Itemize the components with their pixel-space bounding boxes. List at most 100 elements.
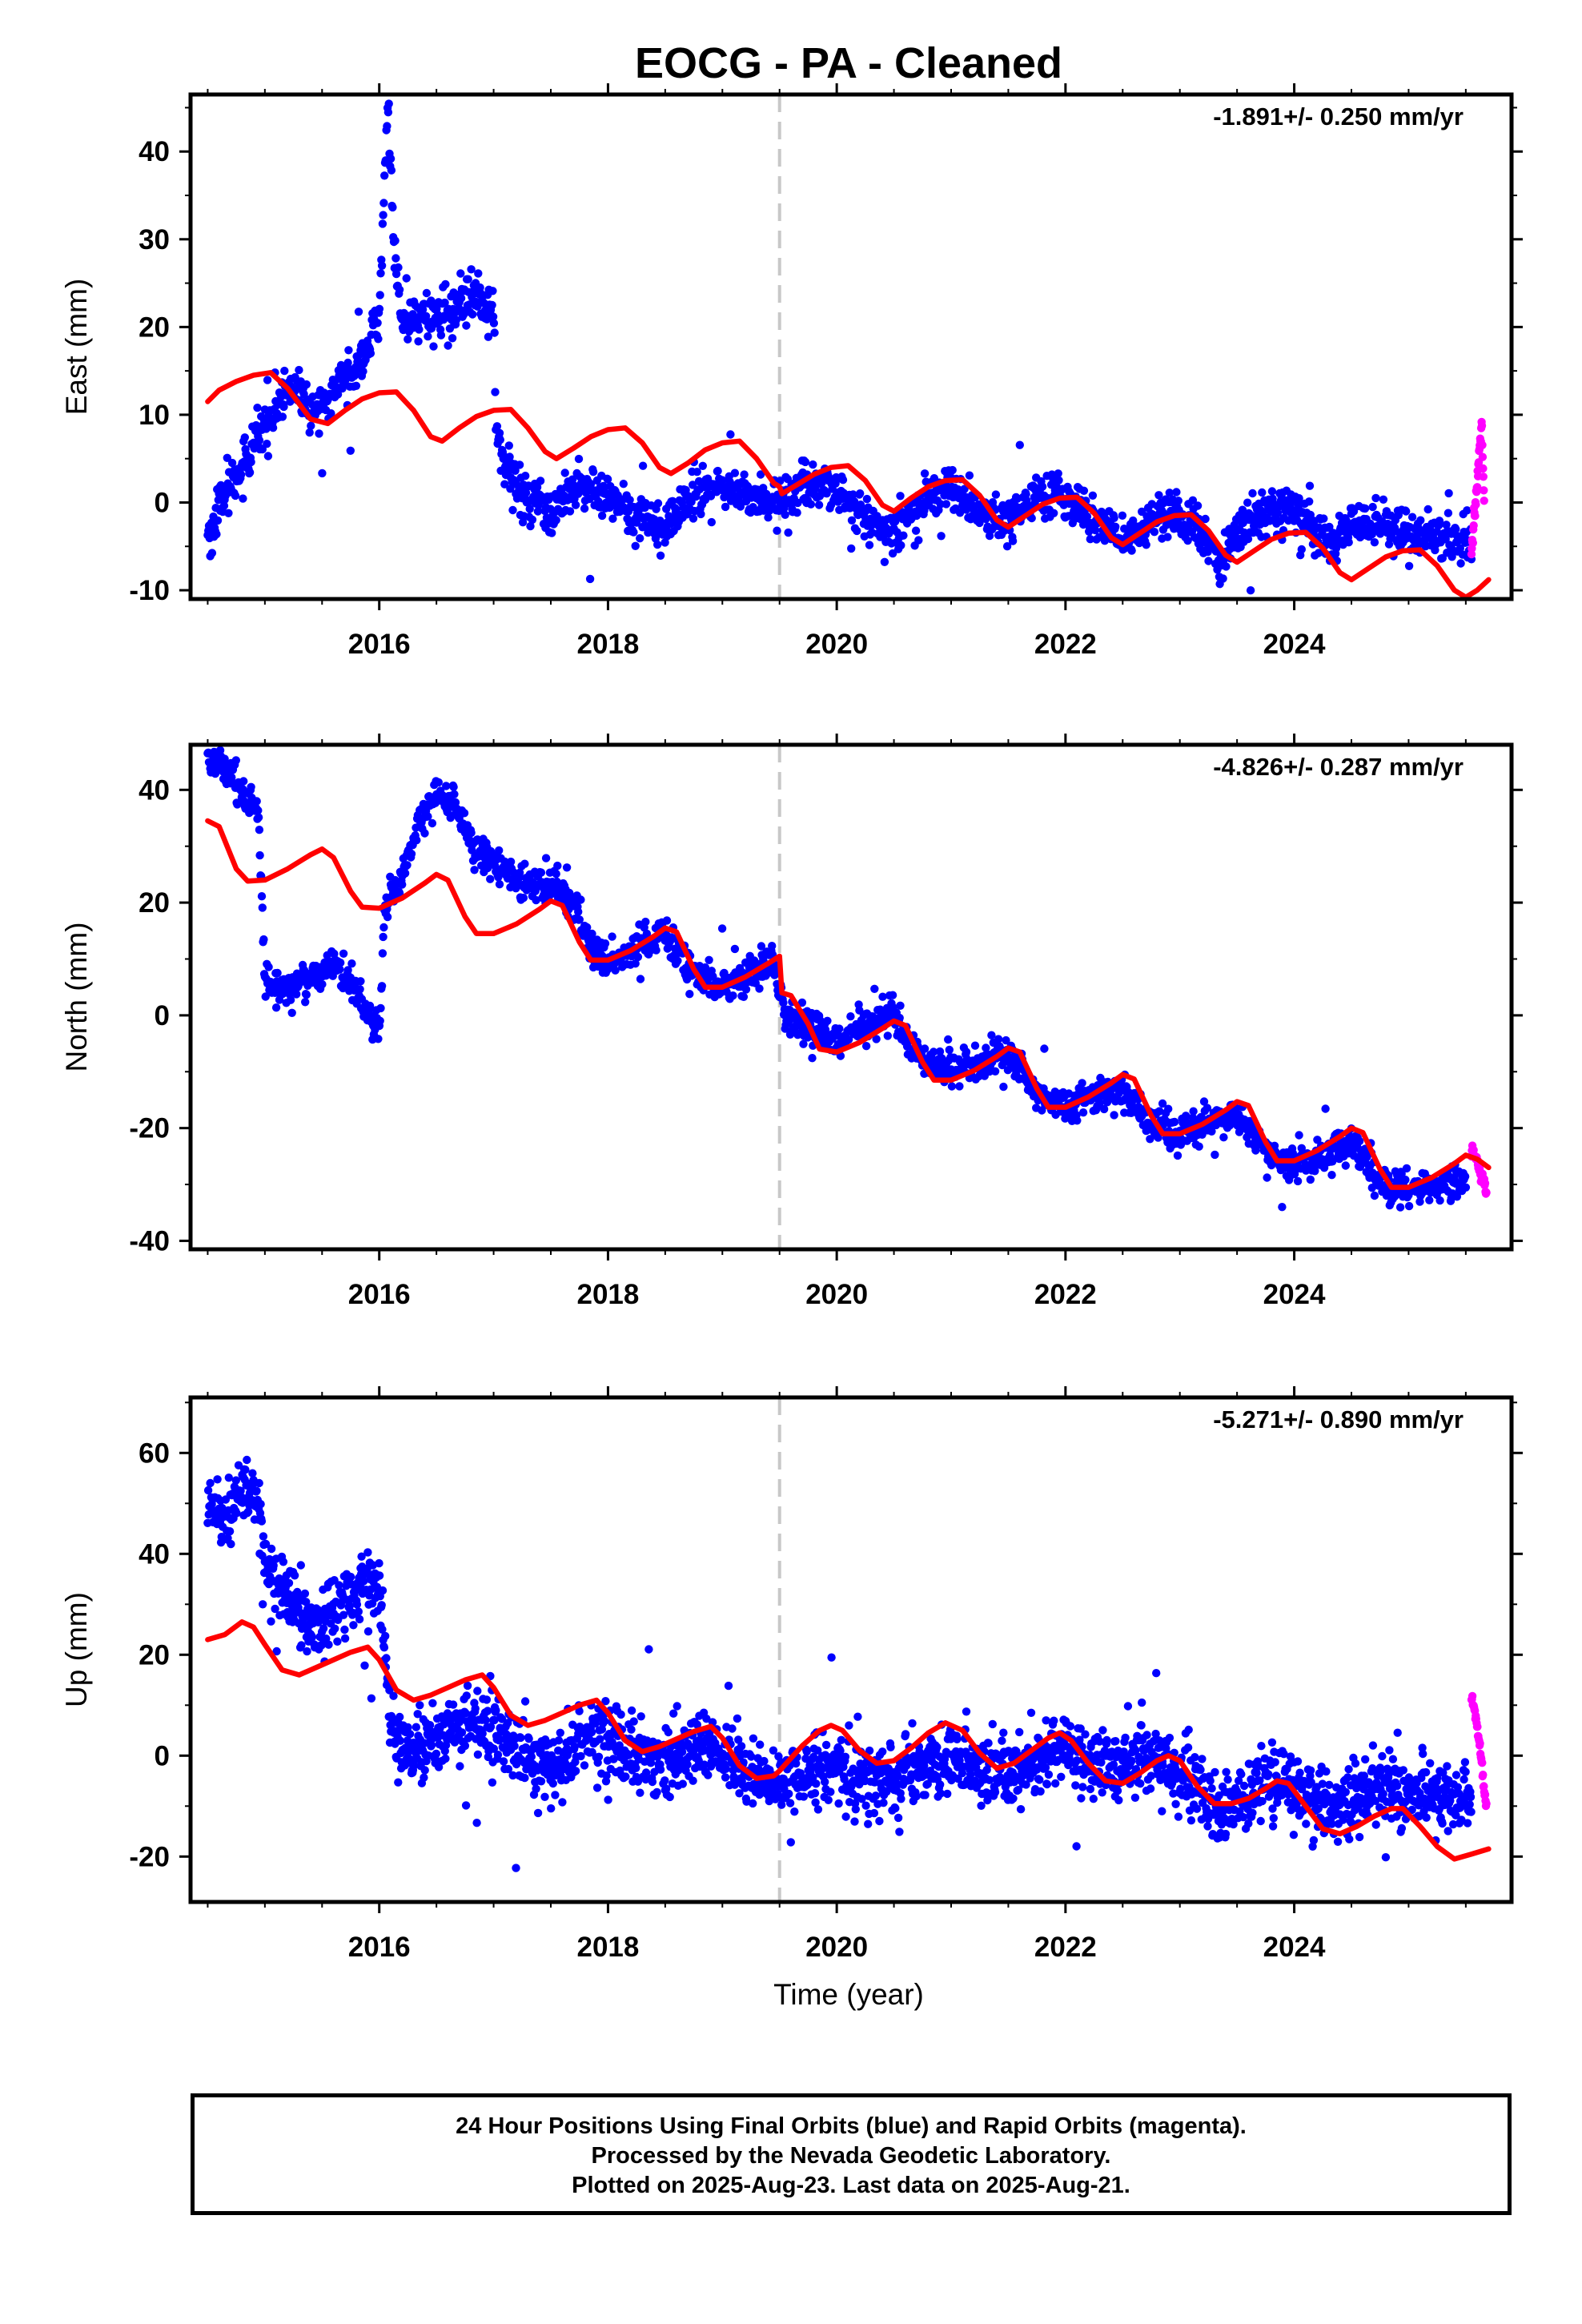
final-point	[1404, 561, 1414, 570]
final-point	[252, 797, 261, 806]
final-point	[822, 489, 831, 498]
final-point	[404, 335, 412, 344]
final-point	[856, 489, 865, 498]
final-point	[588, 929, 596, 939]
final-point	[548, 1779, 557, 1788]
final-point	[1164, 1104, 1173, 1113]
final-point	[236, 1486, 245, 1495]
final-point	[261, 1539, 271, 1549]
final-point	[540, 1792, 549, 1801]
final-point	[388, 203, 397, 212]
rapid-point	[1480, 497, 1488, 505]
final-point	[532, 895, 540, 905]
plot-area	[203, 99, 1492, 599]
final-point	[476, 283, 484, 292]
final-point	[374, 1035, 383, 1043]
final-point	[536, 868, 546, 877]
final-point	[656, 551, 665, 560]
final-point	[1460, 1172, 1470, 1181]
final-point	[506, 857, 516, 866]
final-point	[495, 880, 504, 889]
final-point	[636, 534, 644, 543]
final-point	[717, 476, 727, 485]
y-tick-label: 0	[155, 487, 170, 518]
final-point	[1402, 1164, 1411, 1173]
final-point	[1073, 1116, 1082, 1125]
final-point	[239, 777, 248, 786]
x-tick-label: 2020	[805, 629, 868, 660]
final-point	[396, 1712, 404, 1722]
final-point	[883, 1031, 893, 1040]
final-point	[849, 490, 857, 499]
final-point	[888, 549, 897, 558]
final-point	[247, 457, 255, 467]
final-point	[273, 968, 282, 978]
final-point	[428, 818, 437, 828]
final-point	[319, 1624, 328, 1633]
final-point	[1015, 440, 1025, 449]
final-point	[755, 984, 764, 993]
final-point	[462, 321, 471, 330]
final-point	[608, 932, 616, 941]
final-point	[252, 1486, 261, 1496]
final-point	[255, 436, 264, 444]
final-point	[377, 982, 387, 991]
final-point	[1158, 1099, 1167, 1108]
final-point	[935, 1047, 945, 1056]
final-point	[488, 1778, 497, 1787]
plot-area	[203, 1455, 1492, 1872]
final-point	[1371, 493, 1380, 503]
final-point	[1201, 514, 1210, 524]
final-point	[847, 516, 857, 525]
final-point	[571, 501, 580, 509]
final-point	[240, 433, 249, 442]
final-point	[689, 514, 698, 523]
final-point	[532, 1784, 540, 1793]
final-point	[570, 1742, 579, 1751]
figure-title: EOCG - PA - Cleaned	[635, 39, 1062, 87]
final-point	[1313, 1136, 1322, 1144]
final-point	[920, 1044, 930, 1053]
final-point	[346, 1572, 355, 1582]
final-point	[257, 892, 267, 901]
final-point	[1267, 487, 1277, 496]
final-point	[331, 383, 340, 392]
final-point	[441, 1754, 450, 1763]
final-point	[363, 1548, 372, 1557]
final-point	[1142, 541, 1150, 549]
final-point	[374, 335, 383, 344]
rapid-orbit-points	[1467, 1141, 1491, 1198]
final-point	[560, 468, 569, 477]
final-point	[668, 497, 677, 505]
final-point	[846, 1012, 855, 1021]
y-axis-label: East (mm)	[60, 279, 93, 416]
final-point	[383, 912, 392, 922]
x-tick-label: 2018	[576, 1279, 639, 1310]
final-point	[351, 381, 361, 390]
final-point	[489, 1744, 499, 1753]
final-point	[300, 1589, 310, 1598]
final-point	[339, 1610, 348, 1619]
final-point	[420, 829, 429, 838]
final-point	[440, 298, 449, 308]
final-point	[1163, 533, 1172, 541]
final-point	[248, 1469, 257, 1478]
final-point	[1425, 1196, 1434, 1204]
final-point	[340, 1634, 350, 1643]
final-point	[551, 1791, 560, 1799]
final-orbit-points	[203, 746, 1471, 1212]
final-point	[985, 531, 994, 541]
final-point	[580, 504, 589, 513]
final-point	[1321, 1104, 1330, 1113]
final-point	[279, 1558, 288, 1566]
final-point	[793, 509, 801, 517]
final-point	[1248, 489, 1257, 498]
final-point	[730, 468, 740, 477]
final-point	[781, 510, 789, 519]
final-point	[441, 279, 450, 289]
final-point	[379, 932, 387, 942]
final-point	[490, 328, 499, 337]
final-point	[553, 861, 562, 870]
final-point	[271, 1604, 279, 1614]
final-point	[233, 800, 242, 809]
